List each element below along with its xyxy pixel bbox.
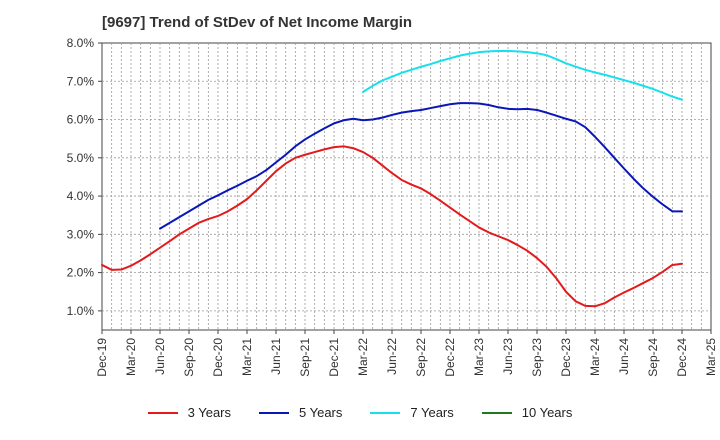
x-tick-label: Jun-24 [617, 338, 631, 375]
x-tick-label: Mar-21 [240, 338, 254, 376]
legend-swatch [481, 411, 512, 414]
x-tick-label: Dec-19 [95, 338, 109, 377]
x-tick-label: Dec-24 [675, 338, 689, 377]
x-tick-label: Mar-24 [588, 338, 602, 376]
x-tick-label: Dec-22 [443, 338, 457, 377]
y-tick-label: 2.0% [67, 266, 95, 280]
x-tick-label: Mar-20 [124, 338, 138, 376]
y-tick-label: 4.0% [67, 189, 95, 203]
x-tick-label: Sep-21 [298, 338, 312, 377]
x-tick-label: Dec-21 [327, 338, 341, 377]
series-line-3-years [101, 145, 683, 308]
legend-label: 3 Years [187, 405, 231, 420]
x-tick-label: Sep-20 [182, 338, 196, 377]
x-tick-label: Sep-24 [646, 338, 660, 377]
legend-label: 5 Years [299, 405, 343, 420]
legend-label: 10 Years [521, 405, 573, 420]
legend: 3 Years 5 Years 7 Years 10 Years [0, 405, 720, 420]
y-tick-label: 5.0% [67, 151, 95, 165]
legend-swatch [147, 411, 178, 414]
line-chart: 1.0% 2.0% 3.0% 4.0% 5.0% 6.0% 7.0% 8.0% Dec-19 M… [67, 36, 718, 377]
legend-item-5-years: 5 Years [259, 405, 342, 420]
x-tick-label: Dec-23 [559, 338, 573, 377]
y-tick-label: 6.0% [67, 113, 95, 127]
x-tick-label: Mar-22 [356, 338, 370, 376]
x-tick-label: Sep-23 [530, 338, 544, 377]
x-tick-label: Dec-20 [211, 338, 225, 377]
chart-title: [9697] Trend of StDev of Net Income Marg… [102, 14, 413, 31]
series-line-5-years [159, 102, 683, 230]
legend-item-7-years: 7 Years [370, 405, 454, 420]
y-tick-label: 7.0% [67, 74, 95, 88]
x-tick-label: Jun-20 [153, 338, 167, 375]
series-line-7-years [362, 50, 683, 101]
x-tick-label: Sep-22 [414, 338, 428, 377]
legend-item-3-years: 3 Years [147, 405, 231, 420]
y-tick-label: 1.0% [67, 304, 95, 318]
legend-label: 7 Years [410, 405, 454, 420]
x-tick-label: Jun-22 [385, 338, 399, 375]
legend-item-10-years: 10 Years [481, 405, 573, 420]
legend-swatch [370, 411, 401, 414]
x-tick-label: Mar-25 [704, 338, 718, 376]
plot-area [101, 42, 712, 331]
legend-swatch [259, 411, 289, 414]
x-tick-label: Mar-23 [472, 338, 486, 376]
x-tick-label: Jun-21 [269, 338, 283, 375]
y-tick-label: 8.0% [67, 36, 95, 50]
x-tick-label: Jun-23 [501, 338, 515, 375]
y-tick-label: 3.0% [67, 227, 95, 241]
